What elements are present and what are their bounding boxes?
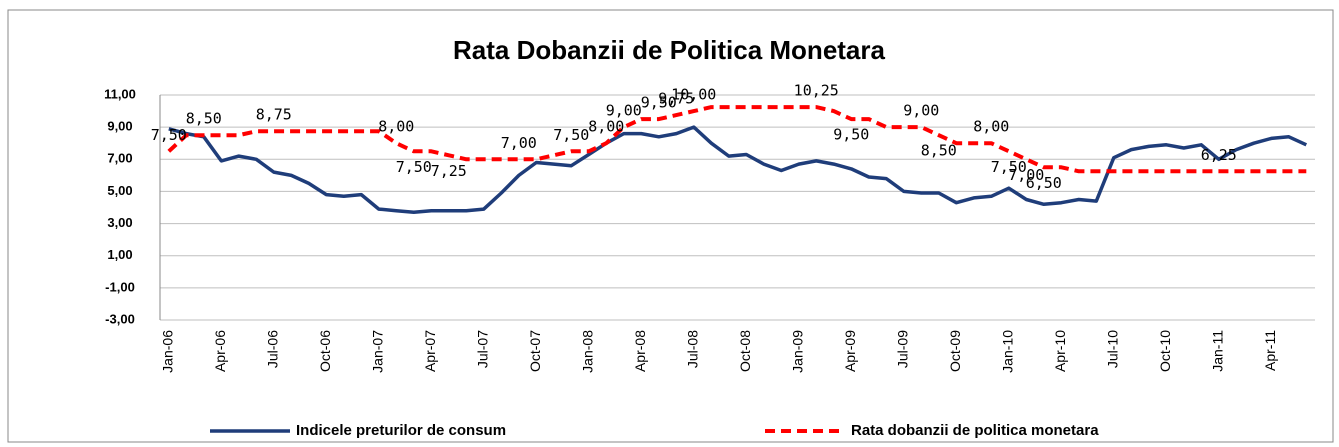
x-tick-label: Jan-10 (999, 330, 1015, 373)
legend-label: Rata dobanzii de politica monetara (851, 422, 1099, 439)
chart-frame (7, 9, 1334, 443)
data-label: 8,50 (186, 110, 222, 128)
x-tick-label: Jul-08 (684, 330, 700, 368)
data-label: 8,75 (256, 106, 292, 124)
data-label: 7,00 (501, 134, 537, 152)
chart-title: Rata Dobanzii de Politica Monetara (453, 35, 886, 65)
x-tick-label: Apr-07 (422, 330, 438, 372)
data-label: 8,00 (378, 118, 414, 136)
y-tick-label: 3,00 (107, 215, 132, 230)
x-tick-label: Apr-10 (1052, 330, 1068, 372)
y-tick-label: 7,00 (107, 151, 132, 166)
data-label: 8,50 (921, 142, 957, 160)
data-label: 7,00 (1008, 166, 1044, 184)
x-tick-label: Jul-07 (474, 330, 490, 368)
x-tick-label: Jul-06 (264, 330, 280, 368)
x-tick-label: Jan-07 (369, 330, 385, 373)
y-tick-label: -3,00 (105, 311, 135, 326)
y-tick-label: 9,00 (107, 119, 132, 134)
x-tick-label: Oct-09 (947, 330, 963, 372)
x-tick-label: Apr-06 (212, 330, 228, 372)
data-label: 7,50 (151, 126, 187, 144)
data-label: 7,50 (991, 158, 1027, 176)
data-label: 9,50 (641, 94, 677, 112)
x-tick-label: Oct-06 (317, 330, 333, 372)
y-tick-label: 11,00 (104, 86, 136, 101)
data-label: 9,75 (658, 90, 694, 108)
data-label: 10,25 (794, 82, 839, 100)
data-label: 8,00 (588, 118, 624, 136)
data-label: 7,25 (431, 162, 467, 180)
data-label: 7,50 (396, 158, 432, 176)
x-tick-label: Jul-09 (894, 330, 910, 368)
data-label: 6,50 (1026, 174, 1062, 192)
x-tick-label: Jul-10 (1104, 330, 1120, 368)
series-line (167, 105, 1307, 174)
x-tick-label: Oct-07 (527, 330, 543, 372)
x-tick-label: Jan-11 (1209, 330, 1225, 372)
x-tick-label: Jan-08 (579, 330, 595, 373)
x-tick-label: Apr-11 (1262, 330, 1278, 371)
x-tick-label: Oct-10 (1157, 330, 1173, 372)
data-label: 6,25 (1201, 146, 1237, 164)
data-label: 9,00 (606, 102, 642, 120)
x-tick-label: Apr-09 (842, 330, 858, 372)
data-label: 9,50 (833, 126, 869, 144)
y-tick-label: -1,00 (105, 279, 135, 294)
x-tick-label: Jan-06 (159, 330, 175, 373)
data-label: 10,00 (671, 86, 716, 104)
x-tick-label: Jan-09 (789, 330, 805, 373)
x-tick-label: Apr-08 (632, 330, 648, 372)
series-line (168, 125, 1308, 215)
legend-label: Indicele preturilor de consum (296, 422, 506, 439)
data-label: 9,00 (903, 102, 939, 120)
y-tick-label: 5,00 (107, 183, 132, 198)
y-tick-label: 1,00 (107, 247, 132, 262)
x-tick-label: Oct-08 (737, 330, 753, 372)
data-label: 7,50 (553, 126, 589, 144)
data-label: 8,00 (973, 118, 1009, 136)
